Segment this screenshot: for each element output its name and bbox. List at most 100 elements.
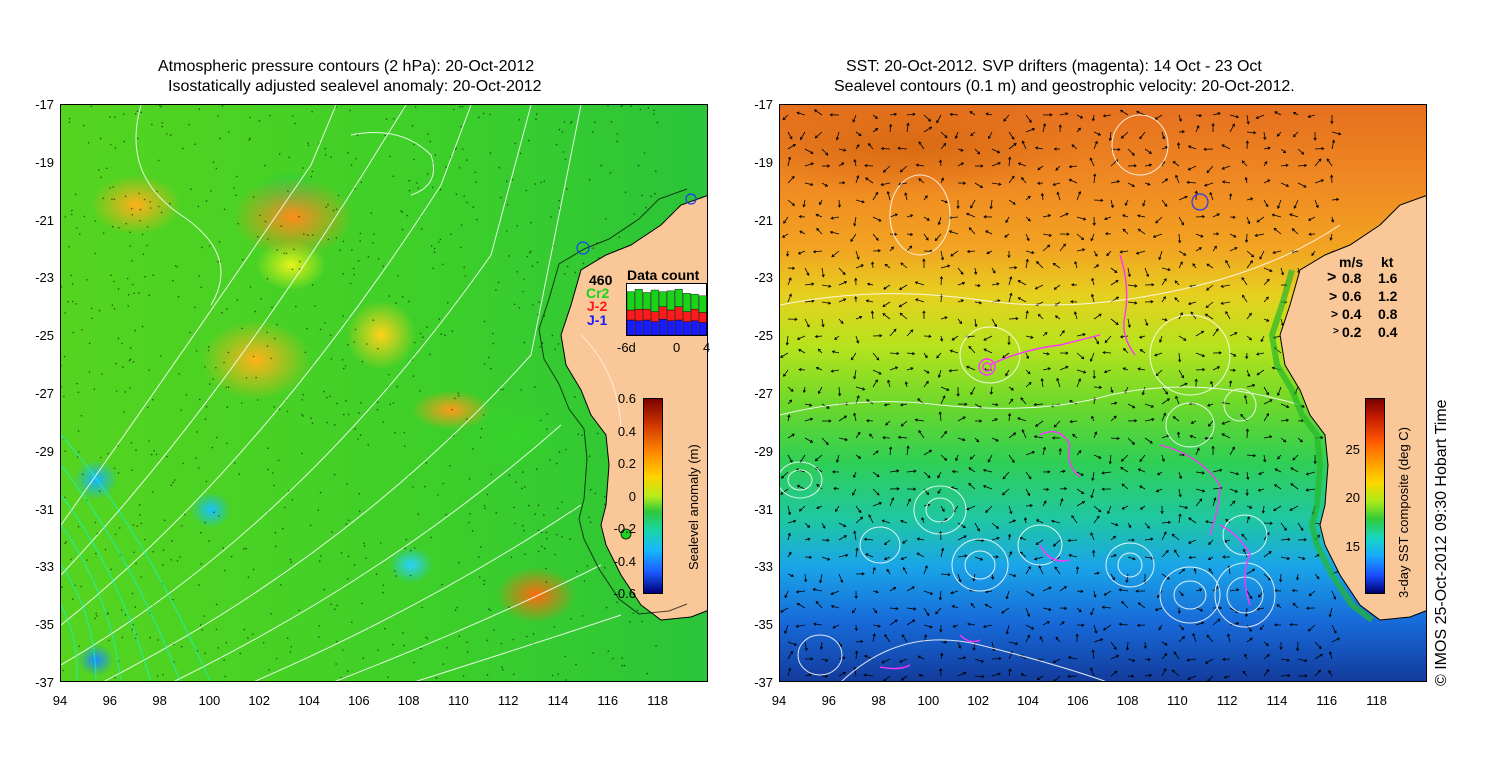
data-count-bar-j2 — [658, 306, 667, 320]
right-ytick: -23 — [754, 270, 773, 286]
sealevel-contours — [780, 114, 1341, 681]
legend-arrow-icon: > — [1327, 269, 1337, 286]
left-xtick: 100 — [198, 693, 221, 708]
legend-speed-kt: 0.8 — [1378, 306, 1398, 322]
right-title-line1: SST: 20-Oct-2012. SVP drifters (magenta)… — [846, 58, 1262, 75]
right-xtick: 108 — [1116, 693, 1139, 708]
left-xtick: 104 — [298, 693, 320, 708]
legend-speed-ms: 0.2 — [1342, 324, 1362, 340]
left-xtick: 110 — [448, 693, 469, 708]
data-count-bar-cr2 — [626, 291, 635, 311]
data-count-bar-cr2 — [658, 291, 667, 307]
right-xtick: 102 — [967, 693, 990, 708]
sealevel-anomaly-map[interactable] — [60, 104, 708, 682]
data-count-xtick-start: -6d — [617, 340, 636, 355]
right-xtick: 98 — [871, 693, 886, 708]
left-ytick: -17 — [35, 97, 54, 112]
left-ytick: -19 — [35, 154, 54, 170]
left-xtick: 116 — [597, 693, 619, 708]
data-count-bar-cr2 — [642, 292, 651, 310]
data-count-bar-j2 — [698, 312, 707, 323]
right-xtick: 96 — [821, 693, 837, 708]
legend-speed-ms: 0.6 — [1342, 288, 1362, 304]
left-ytick: -23 — [35, 270, 54, 286]
pressure-contours — [61, 105, 622, 681]
left-xtick: 108 — [397, 693, 420, 708]
data-count-bar-cr2 — [698, 295, 707, 313]
left-title-line1: Atmospheric pressure contours (2 hPa): 2… — [158, 58, 535, 75]
sealevel-colorbar-tick: -0.6 — [613, 586, 636, 601]
data-count-title: Data count — [627, 267, 700, 283]
data-count-bar-j2 — [690, 308, 699, 322]
right-xtick: 110 — [1167, 693, 1188, 708]
data-count-bar-j1 — [666, 320, 675, 336]
data-count-bar-cr2 — [650, 289, 659, 312]
left-ytick: -33 — [35, 559, 54, 575]
right-xtick: 94 — [771, 693, 787, 708]
data-count-bar-j2 — [642, 308, 651, 321]
right-ytick: -21 — [754, 212, 773, 228]
legend-arrow-icon: > — [1329, 288, 1338, 304]
pressure-contours-cyan — [61, 434, 211, 681]
data-count-bar-j2 — [650, 311, 659, 322]
right-ytick: -35 — [754, 617, 773, 633]
right-xtick: 118 — [1366, 693, 1387, 708]
imos-credit: © IMOS 25-Oct-2012 09:30 Hobart Time — [1433, 399, 1450, 686]
data-count-bar-cr2 — [690, 293, 699, 310]
right-xtick: 106 — [1066, 693, 1089, 708]
sealevel-colorbar-tick: -0.2 — [613, 521, 636, 536]
right-ytick: -27 — [754, 386, 773, 401]
sst-map[interactable] — [779, 104, 1427, 682]
data-count-bar-j1 — [690, 320, 699, 336]
svp-drifter-tracks — [879, 254, 1251, 670]
data-count-bar-j2 — [682, 311, 691, 322]
right-xtick: 116 — [1316, 693, 1338, 708]
left-xtick: 112 — [497, 693, 519, 708]
legend-arrow-icon: > — [1333, 326, 1339, 337]
left-ytick: -25 — [35, 328, 54, 344]
sst-colorbar-label: 3-day SST composite (deg C) — [1396, 427, 1411, 598]
left-xtick: 118 — [647, 693, 668, 708]
left-ytick: -27 — [35, 386, 54, 401]
left-xtick: 114 — [547, 693, 569, 708]
geostrophic-velocity-arrows — [780, 109, 1342, 681]
right-ytick: -33 — [754, 559, 773, 575]
right-map-overlay — [780, 109, 1426, 681]
data-count-bar-cr2 — [634, 288, 643, 310]
right-ytick: -29 — [754, 443, 773, 459]
data-count-bar-j2 — [626, 309, 635, 321]
sealevel-colorbar-tick: -0.4 — [613, 553, 636, 569]
significance-stipple — [61, 105, 661, 681]
data-count-bar-j1 — [626, 319, 635, 336]
data-count-bar-j1 — [698, 322, 707, 336]
data-count-total: 460 — [589, 272, 613, 288]
data-count-bar-cr2 — [666, 290, 675, 311]
left-ytick: -31 — [35, 501, 54, 517]
right-title-line2: Sealevel contours (0.1 m) and geostrophi… — [834, 78, 1295, 95]
data-count-series-j1: J-1 — [587, 312, 608, 328]
right-xtick: 100 — [917, 693, 940, 708]
sealevel-colorbar-tick: 0.4 — [617, 423, 636, 439]
data-count-bar-j1 — [650, 321, 659, 336]
left-ytick: -37 — [35, 675, 54, 690]
legend-speed-kt: 0.4 — [1378, 324, 1398, 340]
data-count-bar-j2 — [674, 306, 683, 321]
sealevel-colorbar-tick: 0.2 — [617, 456, 636, 471]
left-title-line2: Isostatically adjusted sealevel anomaly:… — [168, 78, 542, 95]
left-ytick: -29 — [35, 443, 54, 459]
data-count-xtick-zero: 0 — [673, 340, 681, 355]
legend-arrow-icon: > — [1331, 307, 1339, 321]
data-count-chart — [626, 283, 707, 336]
left-ytick: -35 — [35, 617, 54, 633]
sst-colorbar-tick: 20 — [1345, 490, 1360, 505]
left-xtick: 94 — [52, 693, 68, 708]
data-count-bar-cr2 — [674, 288, 683, 307]
sealevel-colorbar-tick: 0.6 — [617, 391, 636, 406]
sst-colorbar — [1365, 398, 1385, 594]
left-xtick: 106 — [347, 693, 370, 708]
legend-speed-kt: 1.2 — [1378, 288, 1398, 304]
data-count-series-j2: J-2 — [587, 298, 608, 314]
right-ytick: -25 — [754, 328, 773, 344]
data-count-xtick-end: 4 — [703, 340, 711, 355]
legend-speed-ms: 0.4 — [1342, 306, 1362, 322]
